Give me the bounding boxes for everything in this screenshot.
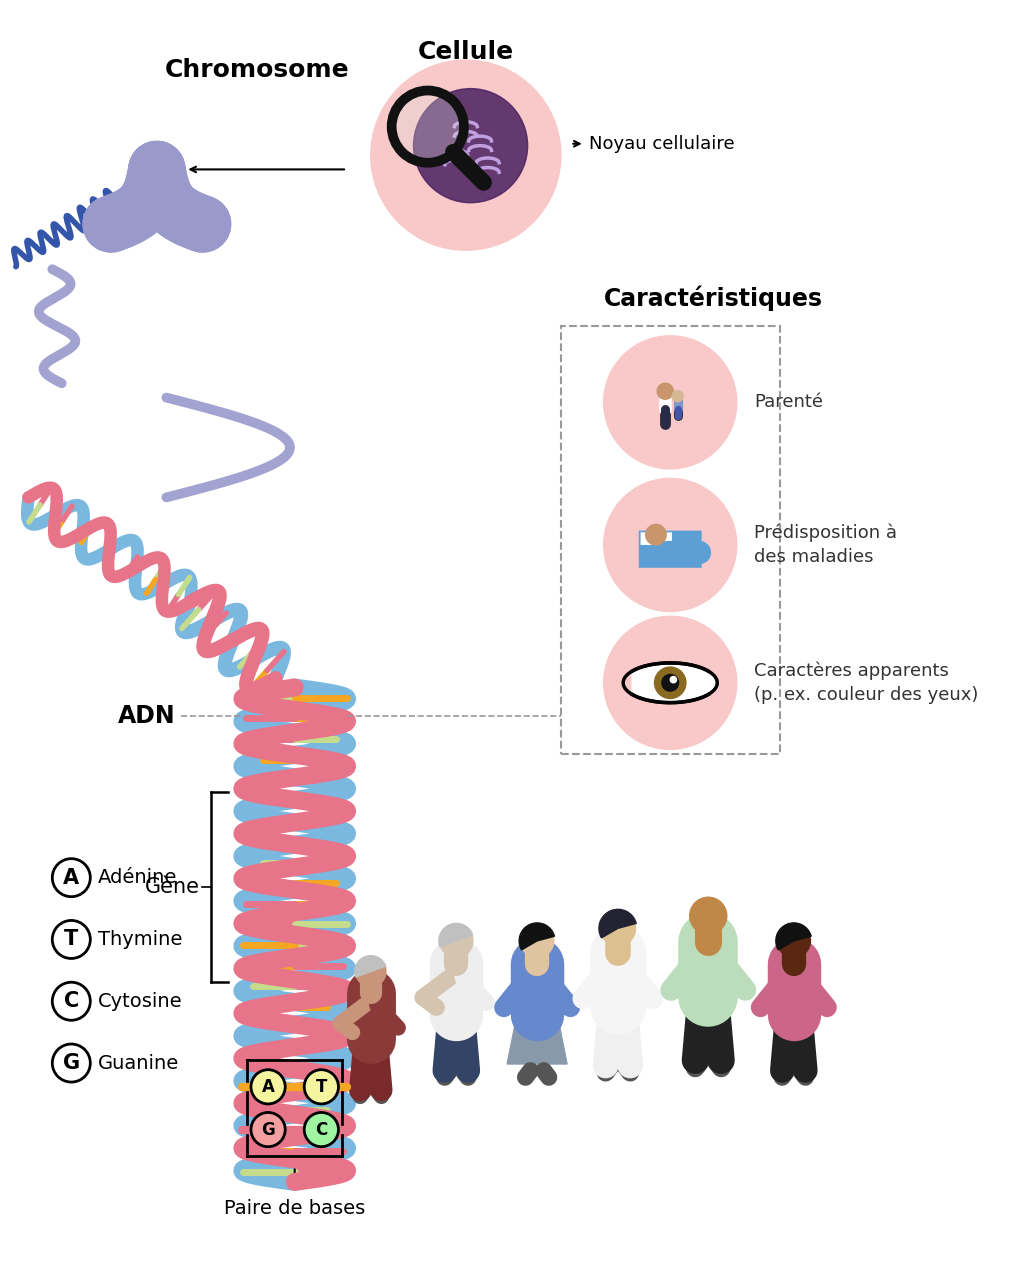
Text: A: A — [63, 868, 79, 887]
Circle shape — [251, 1112, 285, 1147]
Wedge shape — [439, 923, 472, 947]
Circle shape — [604, 616, 737, 749]
Circle shape — [144, 156, 170, 182]
Text: Paire de bases: Paire de bases — [225, 1199, 366, 1219]
Text: Prédisposition à
des maladies: Prédisposition à des maladies — [754, 524, 897, 566]
Polygon shape — [632, 663, 717, 703]
Circle shape — [356, 956, 386, 987]
Wedge shape — [355, 956, 386, 977]
Circle shape — [654, 667, 686, 699]
Text: T: T — [316, 1078, 327, 1096]
FancyBboxPatch shape — [639, 531, 702, 568]
Circle shape — [690, 897, 726, 934]
Circle shape — [371, 60, 561, 250]
Text: G: G — [63, 1053, 80, 1073]
Text: ADN: ADN — [118, 704, 176, 728]
Text: Caractères apparents
(p. ex. couleur des yeux): Caractères apparents (p. ex. couleur des… — [754, 662, 978, 704]
Wedge shape — [519, 923, 555, 950]
Circle shape — [440, 924, 473, 957]
Circle shape — [604, 335, 737, 468]
Circle shape — [604, 479, 737, 612]
Text: T: T — [64, 929, 78, 950]
Text: Adénine: Adénine — [98, 868, 178, 887]
FancyBboxPatch shape — [640, 532, 672, 545]
Text: Parenté: Parenté — [754, 393, 823, 411]
Wedge shape — [776, 923, 811, 950]
Circle shape — [661, 675, 679, 691]
Circle shape — [520, 924, 554, 957]
Circle shape — [657, 383, 674, 399]
Circle shape — [392, 91, 464, 163]
Circle shape — [414, 88, 527, 202]
Text: Cellule: Cellule — [418, 41, 514, 64]
Circle shape — [304, 1112, 338, 1147]
Circle shape — [251, 1070, 285, 1103]
Text: Caractéristiques: Caractéristiques — [604, 285, 823, 311]
Circle shape — [600, 911, 636, 946]
Circle shape — [672, 390, 683, 402]
Circle shape — [646, 525, 666, 545]
Circle shape — [304, 1070, 338, 1103]
Circle shape — [671, 677, 677, 682]
Polygon shape — [507, 1014, 567, 1064]
Text: Noyau cellulaire: Noyau cellulaire — [589, 134, 735, 152]
Text: Guanine: Guanine — [98, 1053, 179, 1073]
Text: Thymine: Thymine — [98, 931, 182, 948]
Text: A: A — [262, 1078, 274, 1096]
Text: Gène: Gène — [144, 877, 199, 897]
Circle shape — [777, 924, 811, 957]
Text: G: G — [261, 1120, 275, 1139]
Text: Chromosome: Chromosome — [165, 58, 348, 82]
Text: Cytosine: Cytosine — [98, 992, 183, 1011]
Wedge shape — [599, 909, 636, 938]
Text: C: C — [315, 1120, 327, 1139]
Text: C: C — [64, 991, 79, 1011]
